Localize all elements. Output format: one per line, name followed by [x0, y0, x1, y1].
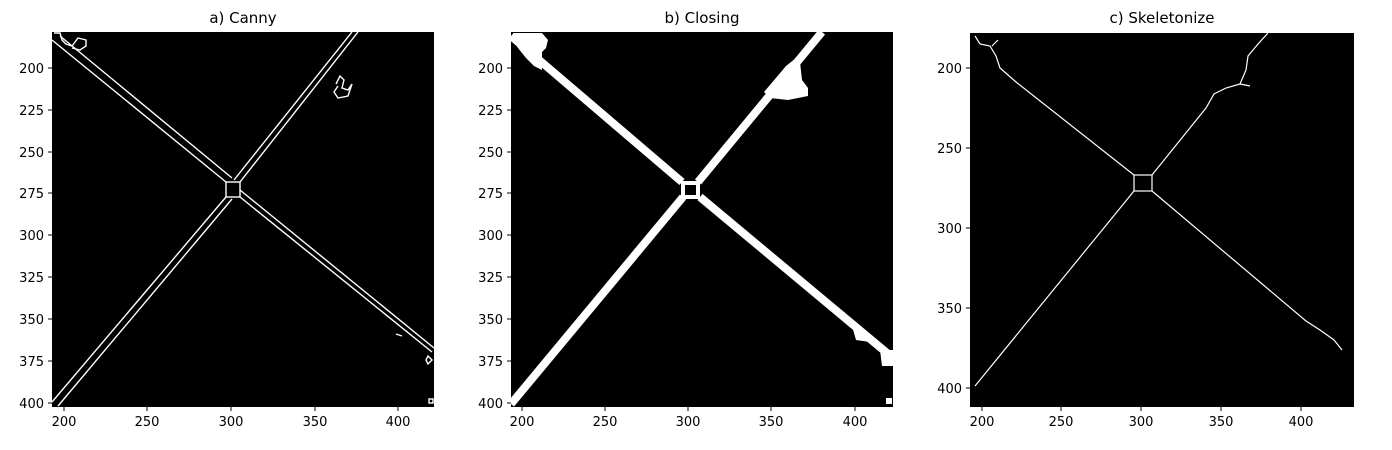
y-tick-label: 350: [937, 302, 962, 317]
x-tick-label: 300: [219, 415, 244, 430]
y-tick-label: 350: [19, 313, 44, 328]
skeleton-line: [1239, 83, 1251, 87]
closed-blob: [880, 350, 893, 366]
edge-line: [239, 32, 359, 183]
panel-title: a) Canny: [209, 9, 276, 27]
y-tick-label: 325: [19, 271, 44, 286]
x-axis: 200 250 300 350 400: [52, 407, 411, 430]
y-tick-label: 350: [478, 313, 503, 328]
edge-blob: [54, 32, 87, 51]
panel-canny: a) Canny 200 225 250: [19, 9, 434, 430]
edge-line: [59, 35, 233, 179]
x-tick-label: 400: [1289, 415, 1314, 430]
y-tick-label: 300: [937, 222, 962, 237]
y-axis: 200 225 250 275 300 325 350 375 400: [19, 62, 52, 412]
y-tick-label: 400: [478, 397, 503, 412]
closed-blob: [886, 398, 892, 404]
x-tick-label: 200: [52, 415, 77, 430]
skeleton-line: [1151, 190, 1343, 351]
x-axis: 200 250 300 350 400: [970, 407, 1314, 430]
y-tick-label: 375: [478, 355, 503, 370]
skeleton-line: [974, 190, 1135, 387]
y-tick-label: 375: [19, 355, 44, 370]
image-area: [970, 33, 1354, 407]
edge-line: [233, 32, 353, 181]
y-tick-label: 275: [478, 187, 503, 202]
edge-line: [239, 196, 433, 353]
x-tick-label: 250: [593, 415, 618, 430]
skeleton-line: [991, 39, 999, 47]
edge-line: [52, 39, 227, 183]
y-axis: 200 225 250 275 300 325 350 375 400: [478, 62, 511, 412]
closed-blob: [852, 326, 870, 342]
x-tick-label: 350: [759, 415, 784, 430]
y-tick-label: 200: [937, 62, 962, 77]
x-tick-label: 350: [303, 415, 328, 430]
y-tick-label: 225: [19, 104, 44, 119]
closed-blob: [764, 58, 808, 100]
x-tick-label: 400: [843, 415, 868, 430]
closed-line: [511, 194, 687, 407]
edge-blob: [425, 354, 433, 366]
y-tick-label: 250: [478, 146, 503, 161]
y-tick-label: 400: [19, 397, 44, 412]
edge-line: [52, 196, 227, 403]
panel-title: c) Skeletonize: [1110, 9, 1215, 27]
crossing-box: [681, 181, 700, 199]
image-area: [52, 32, 434, 407]
edge-blob: [395, 333, 403, 337]
edge-blob: [333, 74, 353, 99]
edge-blob: [428, 398, 434, 404]
panel-skeletonize: c) Skeletonize 200 250 300 350 400 200 2…: [937, 9, 1354, 430]
closed-blob: [513, 33, 548, 70]
y-tick-label: 200: [19, 62, 44, 77]
y-tick-label: 300: [19, 229, 44, 244]
x-tick-label: 350: [1209, 415, 1234, 430]
closed-line: [697, 193, 893, 362]
edge-line: [57, 198, 233, 407]
closed-image: [511, 32, 893, 407]
x-tick-label: 200: [510, 415, 535, 430]
y-tick-label: 200: [478, 62, 503, 77]
x-tick-label: 400: [386, 415, 411, 430]
y-tick-label: 250: [19, 146, 44, 161]
y-axis: 200 250 300 350 400: [937, 62, 970, 397]
panel-closing: b) Closing 200 225 250 275 300: [478, 9, 893, 430]
y-tick-label: 275: [19, 187, 44, 202]
y-tick-label: 300: [478, 229, 503, 244]
skeleton-line: [974, 35, 1135, 176]
x-tick-label: 250: [135, 415, 160, 430]
y-tick-label: 250: [937, 142, 962, 157]
y-tick-label: 400: [937, 382, 962, 397]
x-axis: 200 250 300 350 400: [510, 407, 868, 430]
edge-line: [239, 189, 434, 349]
edge-image: [52, 32, 434, 407]
crossing-box: [225, 181, 241, 198]
skeleton-image: [974, 33, 1343, 387]
y-tick-label: 225: [478, 104, 503, 119]
x-tick-label: 300: [676, 415, 701, 430]
y-tick-label: 325: [478, 271, 503, 286]
crossing-box: [1133, 174, 1153, 192]
panel-title: b) Closing: [665, 9, 740, 27]
closed-line: [694, 32, 826, 185]
x-tick-label: 300: [1129, 415, 1154, 430]
x-tick-label: 200: [970, 415, 995, 430]
x-tick-label: 250: [1049, 415, 1074, 430]
